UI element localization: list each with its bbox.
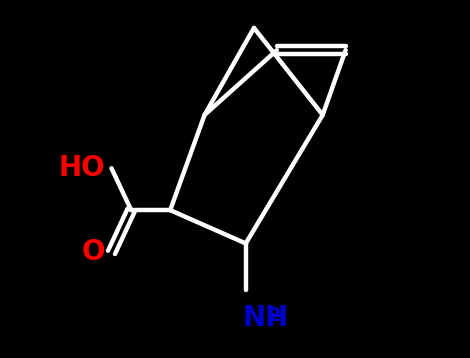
Text: O: O bbox=[82, 238, 105, 266]
Text: HO: HO bbox=[58, 154, 105, 182]
Text: 2: 2 bbox=[268, 306, 282, 325]
Text: NH: NH bbox=[242, 304, 289, 332]
